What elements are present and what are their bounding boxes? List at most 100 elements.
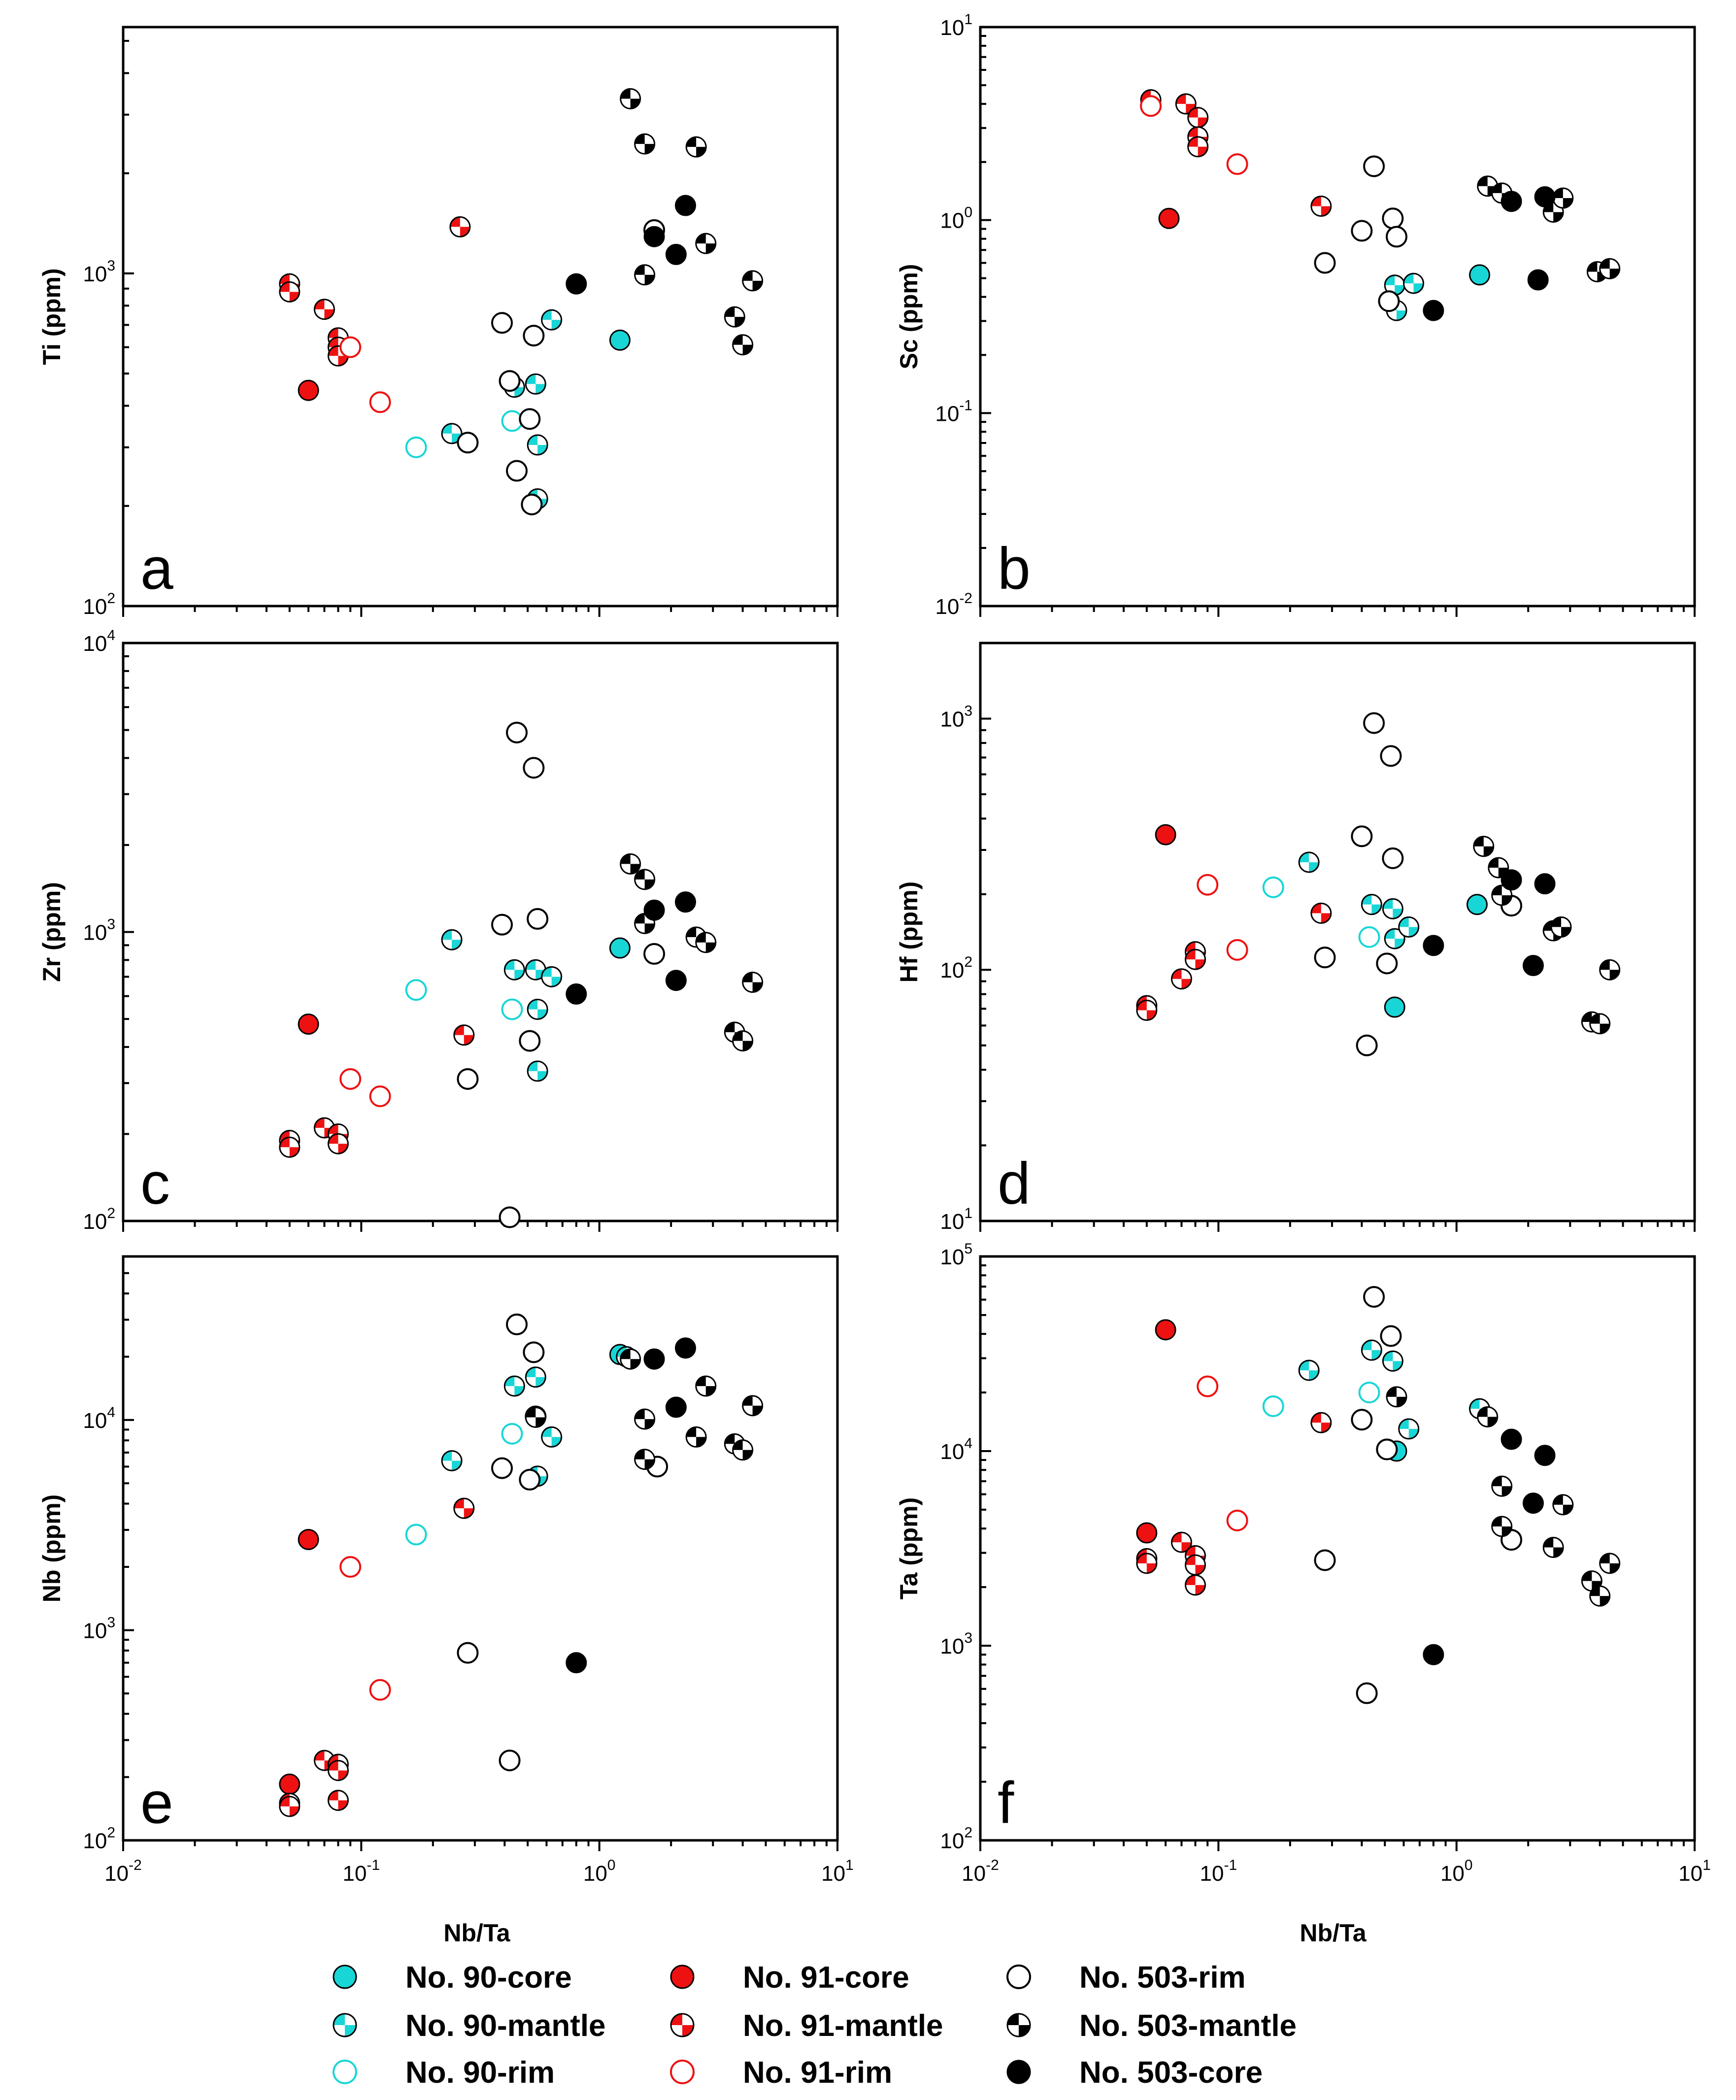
point-503-rim — [491, 914, 513, 936]
point-503-mantle — [634, 133, 656, 155]
point-90-mantle — [541, 1426, 563, 1448]
y-tick-label: 10-1 — [935, 397, 972, 426]
panel-letter-c: c — [140, 1151, 170, 1217]
point-503-rim — [506, 460, 528, 482]
point-91-mantle — [313, 299, 335, 320]
plot-frame-e — [122, 1255, 839, 1842]
point-503-mantle — [1542, 1536, 1564, 1558]
legend-item-90-core: No. 90-core — [333, 1961, 572, 1995]
point-503-core — [1534, 1445, 1556, 1466]
legend-marker-90-mantle — [333, 2013, 357, 2037]
point-503-rim — [1356, 1682, 1378, 1704]
point-503-mantle — [724, 306, 745, 328]
legend-label-503-mantle: No. 503-mantle — [1079, 2009, 1297, 2043]
point-91-rim — [1197, 874, 1219, 896]
point-503-rim — [1356, 1034, 1378, 1056]
point-90-mantle — [1361, 1339, 1382, 1361]
y-tick-label: 101 — [940, 11, 972, 40]
point-90-mantle — [503, 959, 525, 981]
point-90-rim — [405, 1524, 427, 1546]
y-tick-label: 104 — [940, 1435, 972, 1464]
point-91-mantle — [1184, 1554, 1206, 1576]
legend-label-91-core: No. 91-core — [743, 1961, 909, 1995]
point-503-rim — [519, 1469, 541, 1491]
point-503-mantle — [1477, 1406, 1499, 1427]
legend-label-90-rim: No. 90-rim — [405, 2056, 555, 2090]
point-90-rim — [405, 436, 427, 458]
point-91-mantle — [453, 1497, 475, 1519]
point-503-core — [1423, 1644, 1444, 1665]
y-axis-title-f: Ta (ppm) — [895, 1497, 923, 1599]
legend-label-503-rim: No. 503-rim — [1079, 1961, 1246, 1995]
point-503-mantle — [1488, 857, 1509, 879]
legend-marker-90-rim — [333, 2060, 357, 2084]
point-503-core — [1522, 955, 1544, 977]
x-axis-title-right: Nb/Ta — [1300, 1919, 1367, 1947]
legend-marker-503-mantle — [1006, 2013, 1031, 2037]
legend-label-90-core: No. 90-core — [405, 1961, 572, 1995]
y-tick-label: 104 — [83, 1404, 115, 1433]
point-503-rim — [1382, 847, 1404, 869]
y-axis-title-a: Ti (ppm) — [38, 268, 66, 365]
panel-letter-a: a — [140, 536, 173, 602]
point-503-mantle — [1552, 187, 1574, 209]
point-503-rim — [1376, 1438, 1398, 1460]
y-tick-label: 102 — [940, 1825, 972, 1853]
y-axis-title-c: Zr (ppm) — [38, 882, 66, 982]
point-90-mantle — [525, 959, 546, 981]
point-91-rim — [1140, 95, 1162, 117]
point-91-rim — [1226, 153, 1248, 175]
point-90-mantle — [1298, 1359, 1320, 1381]
point-90-mantle — [1398, 1418, 1420, 1440]
point-503-mantle — [620, 853, 641, 875]
point-90-mantle — [1382, 898, 1403, 919]
legend-label-503-core: No. 503-core — [1079, 2056, 1263, 2090]
panel-b: 10-2 10-1 100 101 Sc (ppm) b — [895, 11, 1696, 619]
y-tick-label: 102 — [83, 1205, 115, 1234]
legend: No. 90-core No. 91-core No. 503-rim No. 90-… — [333, 1961, 1297, 2090]
y-tick-label: 105 — [940, 1241, 972, 1269]
legend-item-90-rim: No. 90-rim — [333, 2056, 555, 2090]
x-axis-titles: Nb/Ta Nb/Ta — [443, 1919, 1367, 1947]
y-tick-label: 103 — [83, 916, 115, 945]
point-503-rim — [523, 325, 545, 347]
point-503-mantle — [1599, 959, 1621, 981]
point-91-mantle — [279, 1795, 300, 1817]
point-503-rim — [1363, 712, 1385, 734]
point-503-mantle — [742, 972, 764, 993]
point-503-rim — [519, 1030, 541, 1052]
point-503-rim — [1363, 1286, 1385, 1308]
point-503-core — [1423, 935, 1444, 956]
point-90-mantle — [527, 998, 548, 1020]
point-91-core — [1155, 824, 1176, 846]
point-503-rim — [499, 370, 521, 392]
point-503-rim — [457, 1068, 479, 1090]
legend-label-90-mantle: No. 90-mantle — [405, 2009, 606, 2043]
point-90-mantle — [525, 373, 546, 395]
point-90-mantle — [503, 1375, 525, 1397]
point-91-mantle — [1310, 902, 1332, 924]
point-503-mantle — [1550, 916, 1572, 938]
legend-marker-90-core — [333, 1965, 357, 1989]
point-503-core — [566, 273, 587, 295]
point-503-rim — [1385, 226, 1407, 248]
point-503-mantle — [685, 1426, 707, 1448]
point-503-core — [643, 899, 665, 921]
point-90-rim — [1262, 1395, 1284, 1417]
y-tick-label: 10-2 — [935, 590, 972, 619]
point-503-rim — [523, 1341, 545, 1363]
point-503-rim — [1314, 947, 1336, 969]
point-503-core — [675, 1337, 697, 1359]
point-503-mantle — [1473, 836, 1495, 857]
point-503-core — [1534, 186, 1556, 207]
point-503-rim — [1351, 220, 1373, 242]
point-91-mantle — [279, 281, 300, 303]
point-503-rim — [499, 1206, 521, 1228]
point-503-rim — [1378, 290, 1400, 312]
point-91-rim — [1226, 1509, 1248, 1531]
point-503-rim — [1380, 1325, 1402, 1347]
y-tick-label: 103 — [940, 703, 972, 731]
point-503-core — [643, 1348, 665, 1370]
point-90-mantle — [1398, 916, 1420, 938]
point-503-core — [566, 983, 587, 1005]
